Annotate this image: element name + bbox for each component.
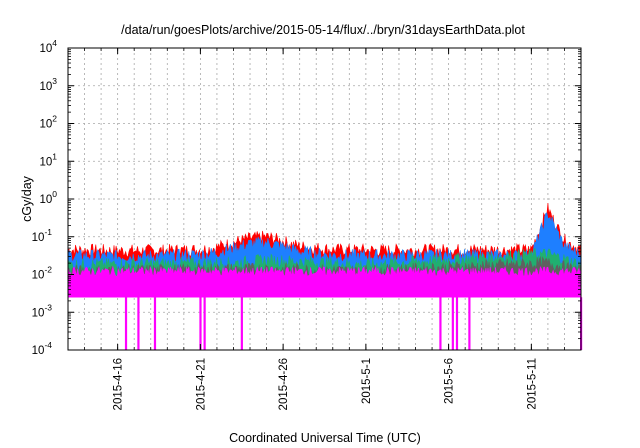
y-tick-label: 10-1 [32, 227, 53, 244]
x-tick-label: 2015-4-21 [195, 358, 207, 410]
data-bands [67, 202, 582, 298]
y-tick-label: 104 [39, 38, 57, 55]
x-tick-label: 2015-5-11 [526, 358, 538, 410]
dropout-spikes [124, 297, 583, 350]
series-band-4 [67, 265, 582, 298]
grid [68, 48, 581, 350]
dropout-spike [468, 297, 471, 350]
chart-title: /data/run/goesPlots/archive/2015-05-14/f… [121, 23, 525, 37]
x-ticks: 2015-4-16 2015-4-21 2015-4-26 2015-5-1 2015-… [84, 48, 565, 410]
y-ticks: 10-4 10-3 10-2 10-1 100 101 102 103 104 [32, 38, 581, 357]
x-tick-label: 2015-4-26 [278, 358, 290, 410]
dropout-spike [124, 297, 128, 350]
x-tick-label: 2015-5-1 [361, 358, 373, 404]
y-tick-label: 10-2 [32, 265, 53, 282]
dropout-spike [153, 297, 157, 350]
y-tick-label: 103 [39, 76, 57, 93]
y-tick-label: 101 [39, 151, 57, 168]
dropout-spike [203, 297, 206, 350]
dropout-spike [455, 297, 459, 350]
y-tick-label: 10-4 [32, 340, 53, 357]
y-tick-label: 102 [39, 114, 57, 131]
dropout-spike [439, 297, 442, 350]
y-tick-label: 10-3 [32, 302, 53, 319]
y-axis-label: cGy/day [20, 175, 34, 222]
dropout-spike [199, 297, 202, 350]
dropout-spike [137, 297, 140, 350]
y-tick-label: 100 [39, 189, 57, 206]
x-tick-label: 2015-5-6 [444, 358, 456, 404]
x-tick-label: 2015-4-16 [113, 358, 125, 410]
dropout-spike [451, 297, 454, 350]
dropout-spike [240, 297, 243, 350]
x-axis-label: Coordinated Universal Time (UTC) [229, 431, 421, 445]
